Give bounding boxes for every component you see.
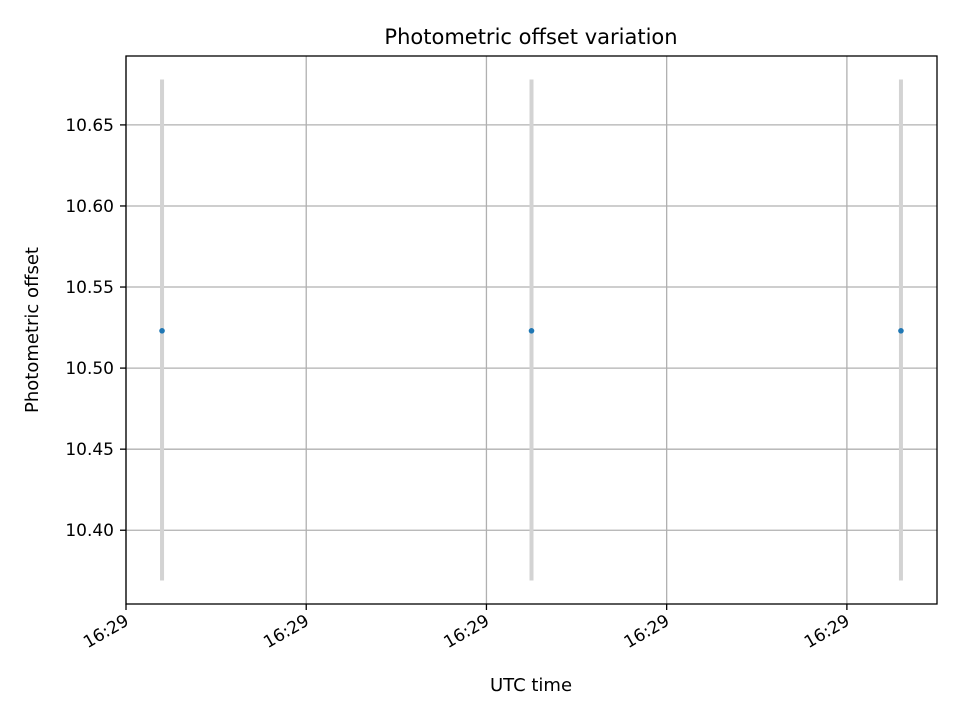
- data-point: [159, 328, 165, 334]
- x-tick-label: 16:29: [801, 611, 853, 653]
- x-axis: 16:29 16:29 16:29 16:29 16:29: [80, 604, 853, 653]
- y-tick-label: 10.65: [65, 116, 114, 136]
- x-tick-label: 16:29: [441, 611, 493, 653]
- data-point: [528, 328, 535, 334]
- y-tick-label: 10.60: [65, 197, 114, 217]
- x-axis-label: UTC time: [490, 675, 572, 696]
- y-tick-label: 10.45: [65, 440, 114, 460]
- x-tick-label: 16:29: [80, 611, 132, 653]
- y-tick-label: 10.40: [65, 521, 114, 541]
- y-tick-label: 10.50: [65, 359, 114, 379]
- data-points: [159, 328, 904, 334]
- chart-title: Photometric offset variation: [384, 25, 677, 49]
- x-tick-label: 16:29: [260, 611, 312, 653]
- y-tick-label: 10.55: [65, 278, 114, 298]
- plot-area-frame: [125, 55, 938, 605]
- data-point: [898, 328, 904, 334]
- y-axis-label: Photometric offset: [22, 247, 43, 413]
- x-tick-label: 16:29: [621, 611, 673, 653]
- y-axis: 10.40 10.45 10.50 10.55 10.60 10.65: [65, 116, 126, 541]
